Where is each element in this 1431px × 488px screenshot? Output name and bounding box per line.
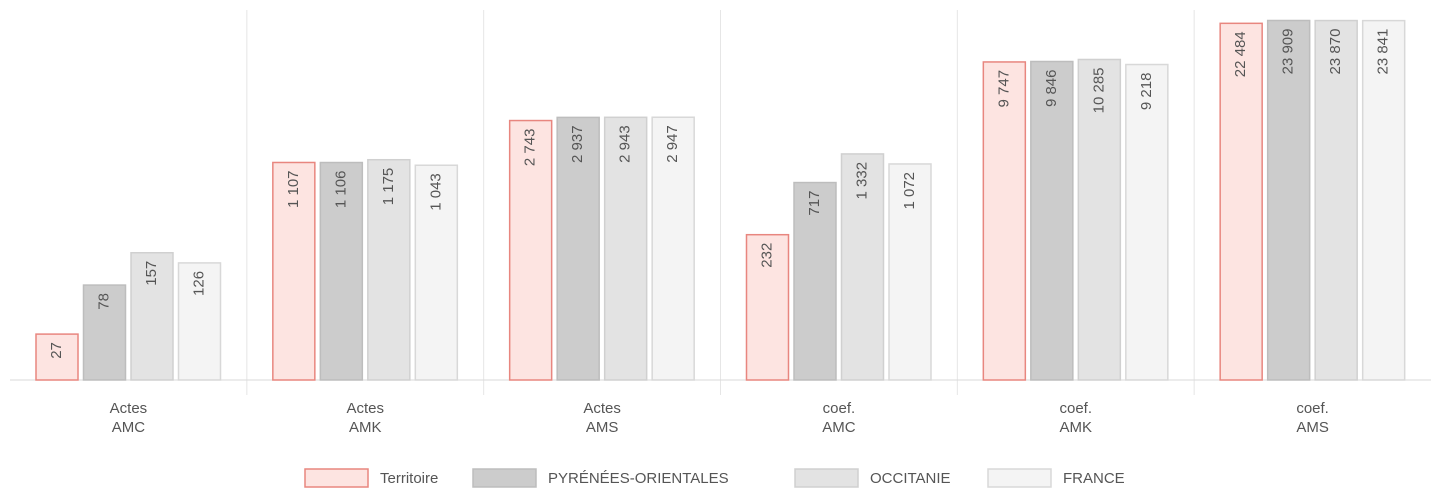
bar (1030, 60, 1074, 381)
bar (840, 153, 885, 381)
value-label: 157 (143, 261, 160, 286)
x-tick-label: AMK (349, 419, 382, 436)
x-tick-label: coef. (1059, 400, 1092, 417)
x-tick-label: AMS (586, 419, 619, 436)
bar (508, 119, 553, 381)
x-tick-label: AMC (112, 419, 146, 436)
x-tick-label: AMS (1296, 419, 1329, 436)
bar (1125, 63, 1169, 381)
value-label: 27 (48, 342, 65, 359)
legend-swatch (794, 468, 859, 488)
value-label: 1 332 (853, 162, 870, 200)
bar (1077, 58, 1122, 381)
value-label: 232 (758, 243, 775, 268)
bar (556, 116, 600, 381)
bar (177, 262, 222, 381)
value-label: 2 943 (617, 125, 634, 163)
value-label: 9 218 (1138, 73, 1155, 111)
bar (888, 163, 932, 381)
value-label: 2 743 (522, 129, 539, 167)
bar (793, 181, 837, 381)
value-label: 1 106 (332, 171, 349, 209)
value-label: 1 043 (427, 173, 444, 211)
value-label: 23 909 (1280, 28, 1297, 74)
legend-label: OCCITANIE (870, 470, 951, 487)
x-tick-label: Actes (583, 400, 621, 417)
x-tick-label: AMK (1059, 419, 1092, 436)
value-label: 1 175 (380, 168, 397, 206)
bar (745, 233, 790, 381)
legend-swatch (987, 468, 1052, 488)
value-label: 78 (95, 293, 112, 310)
value-label: 2 937 (569, 125, 586, 163)
bar (1314, 19, 1358, 381)
legend-swatch (304, 468, 369, 488)
bar (319, 161, 364, 381)
legend-label: FRANCE (1063, 470, 1125, 487)
bar (35, 333, 79, 381)
legend-label: Territoire (380, 470, 438, 487)
legend-label: PYRÉNÉES-ORIENTALES (548, 470, 729, 487)
value-label: 717 (806, 191, 823, 216)
value-label: 23 870 (1327, 29, 1344, 75)
bar (130, 251, 174, 381)
value-label: 1 107 (285, 170, 302, 208)
value-label: 22 484 (1232, 31, 1249, 77)
x-tick-label: AMC (822, 419, 856, 436)
bar (651, 116, 695, 381)
value-label: 9 846 (1043, 69, 1060, 107)
bar (367, 158, 411, 381)
value-label: 126 (190, 271, 207, 296)
value-label: 1 072 (901, 172, 918, 210)
legend-swatch (472, 468, 537, 488)
bar (414, 164, 459, 381)
value-label: 23 841 (1375, 29, 1392, 75)
x-tick-label: coef. (823, 400, 856, 417)
bar (272, 161, 316, 381)
bar (982, 61, 1027, 381)
bar (603, 116, 648, 381)
value-label: 9 747 (995, 70, 1012, 108)
value-label: 10 285 (1090, 67, 1107, 113)
bar (1266, 19, 1311, 381)
x-tick-label: coef. (1296, 400, 1329, 417)
bar (1361, 19, 1406, 381)
x-tick-label: Actes (346, 400, 384, 417)
x-tick-label: Actes (110, 400, 148, 417)
bar (1219, 22, 1263, 381)
bar (82, 284, 127, 381)
value-label: 2 947 (664, 125, 681, 163)
